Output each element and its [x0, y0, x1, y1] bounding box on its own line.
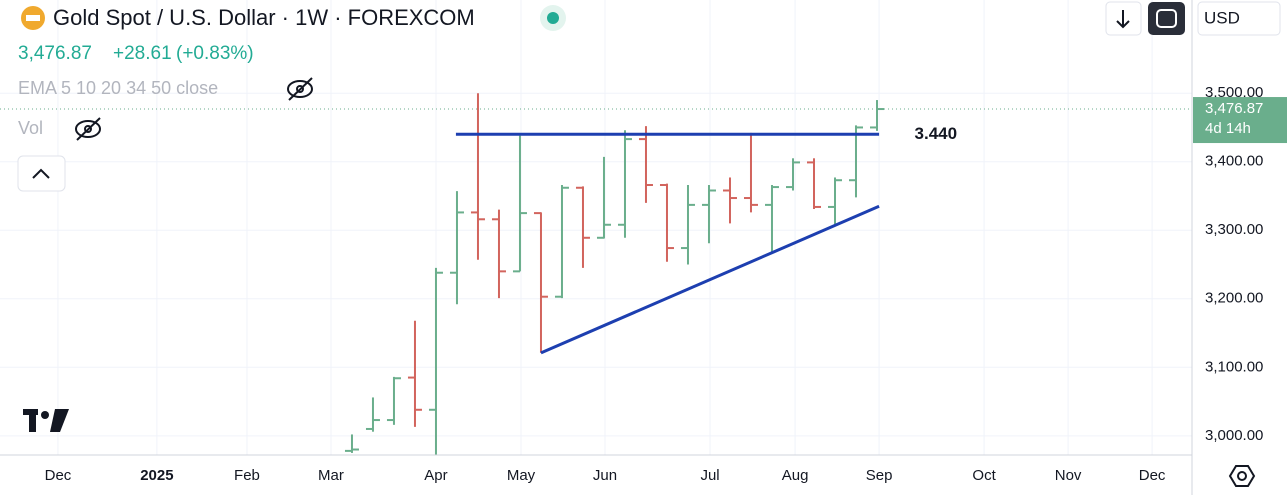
chevron-icon: [32, 168, 50, 179]
x-tick-label: Jul: [700, 467, 719, 484]
price-change-pct: (+0.83%): [176, 43, 254, 64]
last-price-box: [1193, 97, 1287, 144]
symbol-title: Gold Spot / U.S. Dollar · 1W · FOREXCOM: [53, 5, 475, 30]
y-tick-label: 3,300.00: [1205, 221, 1263, 238]
arrow-icon: [1116, 10, 1130, 29]
currency-label[interactable]: USD: [1204, 8, 1240, 27]
currency-button[interactable]: [1197, 1, 1281, 36]
logo: [23, 409, 69, 432]
x-tick-label: Apr: [424, 467, 447, 484]
trendline: [540, 204, 880, 355]
x-tick-label: Sep: [866, 467, 893, 484]
last-price-label: 3,476.87: [1205, 100, 1263, 117]
x-tick-label: Mar: [318, 467, 344, 484]
volume-label[interactable]: Vol: [18, 118, 43, 138]
plot: 3.440: [0, 93, 1192, 455]
collapse-button[interactable]: [17, 155, 66, 192]
price-change: +28.61: [113, 43, 172, 64]
status-dot: [547, 12, 559, 24]
y-tick-label: 3,500.00: [1205, 84, 1263, 101]
x-tick-label: Feb: [234, 467, 260, 484]
y-tick-label: 3,200.00: [1205, 290, 1263, 307]
y-tick-label: 3,400.00: [1205, 153, 1263, 170]
hide-icon[interactable]: [287, 77, 313, 101]
x-tick-label: Oct: [972, 467, 996, 484]
x-tick-label: Jun: [593, 467, 617, 484]
x-tick-label: Aug: [782, 467, 809, 484]
settings-icon[interactable]: [1228, 465, 1256, 487]
symbol-icon: [26, 15, 40, 21]
grid: [0, 0, 1192, 455]
x-tick-label: Nov: [1055, 467, 1082, 484]
indicator-label[interactable]: EMA 5 10 20 34 50 close: [18, 78, 218, 98]
x-tick-label: Dec: [1139, 467, 1166, 484]
last-price: 3,476.87: [18, 43, 92, 64]
x-tick-label: May: [507, 467, 536, 484]
countdown-label: 4d 14h: [1205, 120, 1251, 137]
annotation: 3.440: [915, 124, 958, 143]
y-tick-label: 3,000.00: [1205, 427, 1263, 444]
y-tick-label: 3,100.00: [1205, 358, 1263, 375]
fullscreen-button[interactable]: [1148, 2, 1185, 35]
fullscreen-icon: [1156, 9, 1177, 28]
x-tick-label: Dec: [45, 467, 72, 484]
hide-icon[interactable]: [75, 117, 101, 141]
x-tick-label: 2025: [140, 467, 173, 484]
